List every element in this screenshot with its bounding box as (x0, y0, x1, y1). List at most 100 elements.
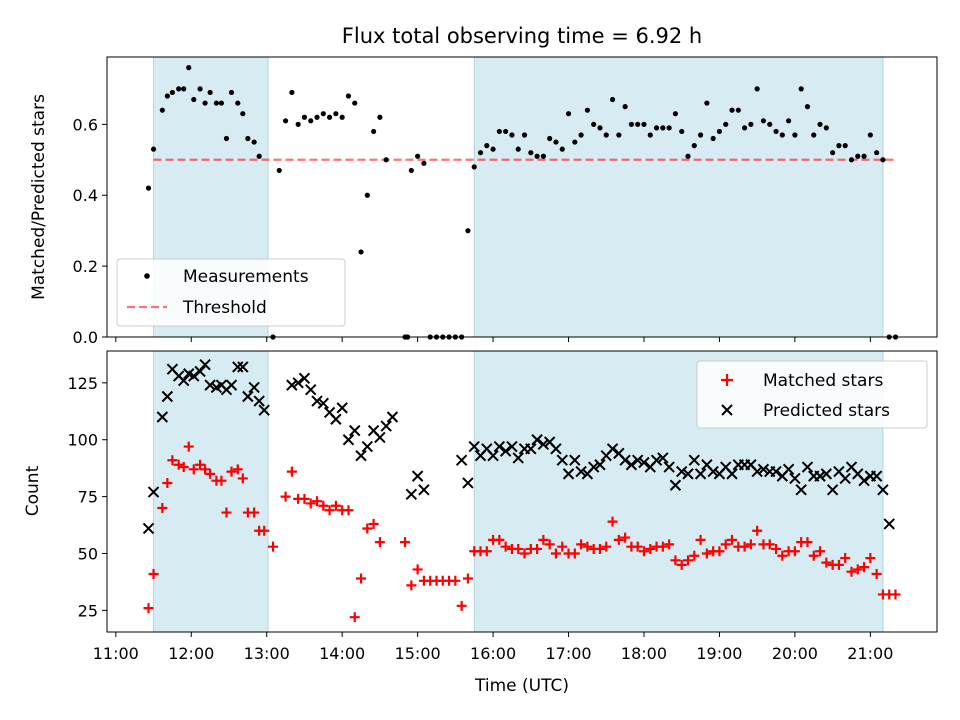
bottom-shaded-spans (153, 350, 884, 633)
matched-star-point (638, 546, 649, 557)
predicted-star-point (770, 465, 782, 478)
legend-threshold-label: Threshold (182, 298, 267, 318)
measurement-point (534, 153, 540, 159)
predicted-star-point (411, 470, 424, 482)
x-axis-label: Time (UTC) (474, 676, 569, 696)
matched-star-point (739, 541, 750, 552)
measurement-point (760, 118, 767, 124)
measurement-point (609, 96, 616, 103)
measurement-point (515, 146, 521, 152)
matched-star-point (582, 541, 593, 552)
predicted-star-point (795, 484, 807, 496)
predicted-star-point (499, 445, 512, 457)
predicted-star-point (569, 454, 581, 466)
predicted-star-point (550, 443, 562, 455)
top-legend-box (116, 258, 346, 327)
measurement-point (358, 249, 364, 255)
matched-star-point (500, 541, 511, 552)
predicted-star-point (525, 443, 537, 455)
x-tick-label: 13:00 (244, 644, 290, 663)
measurement-point (197, 86, 203, 92)
matched-star-point (312, 496, 323, 507)
measurement-point (786, 118, 792, 124)
bottom-y-ticks: 25 50 75 100 125 (67, 374, 107, 620)
matched-star-point (890, 589, 901, 600)
predicted-star-point (625, 459, 638, 471)
matched-star-point (195, 459, 206, 470)
matched-star-point (148, 568, 159, 579)
matched-star-point (268, 541, 278, 552)
matched-star-point (173, 459, 184, 470)
measurement-point (169, 89, 175, 96)
measurement-point (547, 135, 553, 142)
measurement-point (223, 135, 230, 142)
predicted-star-point (663, 461, 675, 473)
matched-star-point (450, 575, 461, 586)
matched-star-point (840, 553, 851, 564)
predicted-star-point (562, 468, 575, 480)
chart-title: Flux total observing time = 6.92 h (342, 24, 702, 48)
measurement-point (235, 100, 241, 106)
predicted-star-point (801, 461, 814, 473)
matched-star-point (815, 546, 826, 557)
bottom-axes-frame (106, 350, 938, 633)
legend-predicted-label: Predicted stars (763, 401, 890, 421)
predicted-star-point (512, 452, 524, 464)
matched-star-point (349, 612, 360, 623)
predicted-star-point (317, 397, 330, 410)
matched-star-point (412, 564, 423, 575)
matched-star-point (249, 507, 260, 518)
measurement-point (754, 86, 760, 92)
matched-star-point (318, 500, 329, 511)
matched-star-point (200, 464, 211, 475)
predicted-star-point (826, 484, 839, 496)
matched-star-point (569, 548, 580, 559)
measurement-point (685, 153, 691, 159)
matched-star-point (550, 548, 561, 559)
measurement-point (811, 132, 817, 138)
matched-star-point (221, 507, 232, 518)
measurement-point (333, 111, 339, 117)
matched-star-point (216, 475, 227, 486)
predicted-star-point (537, 438, 550, 450)
predicted-star-point (311, 395, 323, 407)
measurement-point (477, 150, 484, 156)
matched-star-point (513, 543, 524, 554)
matched-star-point (538, 534, 549, 545)
predicted-star-point (619, 454, 631, 466)
matched-star-point (601, 541, 612, 552)
legend-matched-marker (721, 374, 733, 386)
bottom-y-axis-label: Count (23, 465, 43, 516)
measurement-point (830, 150, 836, 156)
measurement-point (559, 146, 565, 152)
predicted-star-point (355, 449, 367, 462)
x-tick-label: 14:00 (319, 644, 365, 663)
measurement-point (748, 121, 754, 127)
measurement-point (836, 143, 842, 149)
matched-star-point (400, 537, 411, 548)
predicted-star-point (657, 452, 669, 464)
measurement-point (572, 139, 578, 145)
predicted-star-point (361, 440, 374, 453)
predicted-star-point (468, 440, 480, 453)
measurement-point (855, 153, 861, 159)
predicted-star-point (669, 479, 682, 491)
predicted-star-point (242, 390, 254, 403)
measurement-point (521, 132, 528, 138)
measurement-point (578, 132, 584, 138)
predicted-star-point (587, 461, 600, 473)
x-tick-label: 19:00 (696, 644, 742, 663)
matched-star-point (664, 539, 675, 550)
matched-star-point (356, 573, 367, 584)
predicted-star-point (858, 474, 870, 487)
measurement-point (509, 132, 515, 138)
matched-star-point (752, 525, 763, 536)
matched-star-point (720, 539, 731, 550)
measurement-point (603, 132, 609, 138)
matched-star-point (683, 555, 693, 566)
matched-star-point (871, 568, 882, 579)
measurement-point (666, 125, 672, 131)
measurement-point (723, 121, 729, 127)
measurement-point (251, 139, 257, 145)
predicted-star-point (178, 374, 190, 387)
